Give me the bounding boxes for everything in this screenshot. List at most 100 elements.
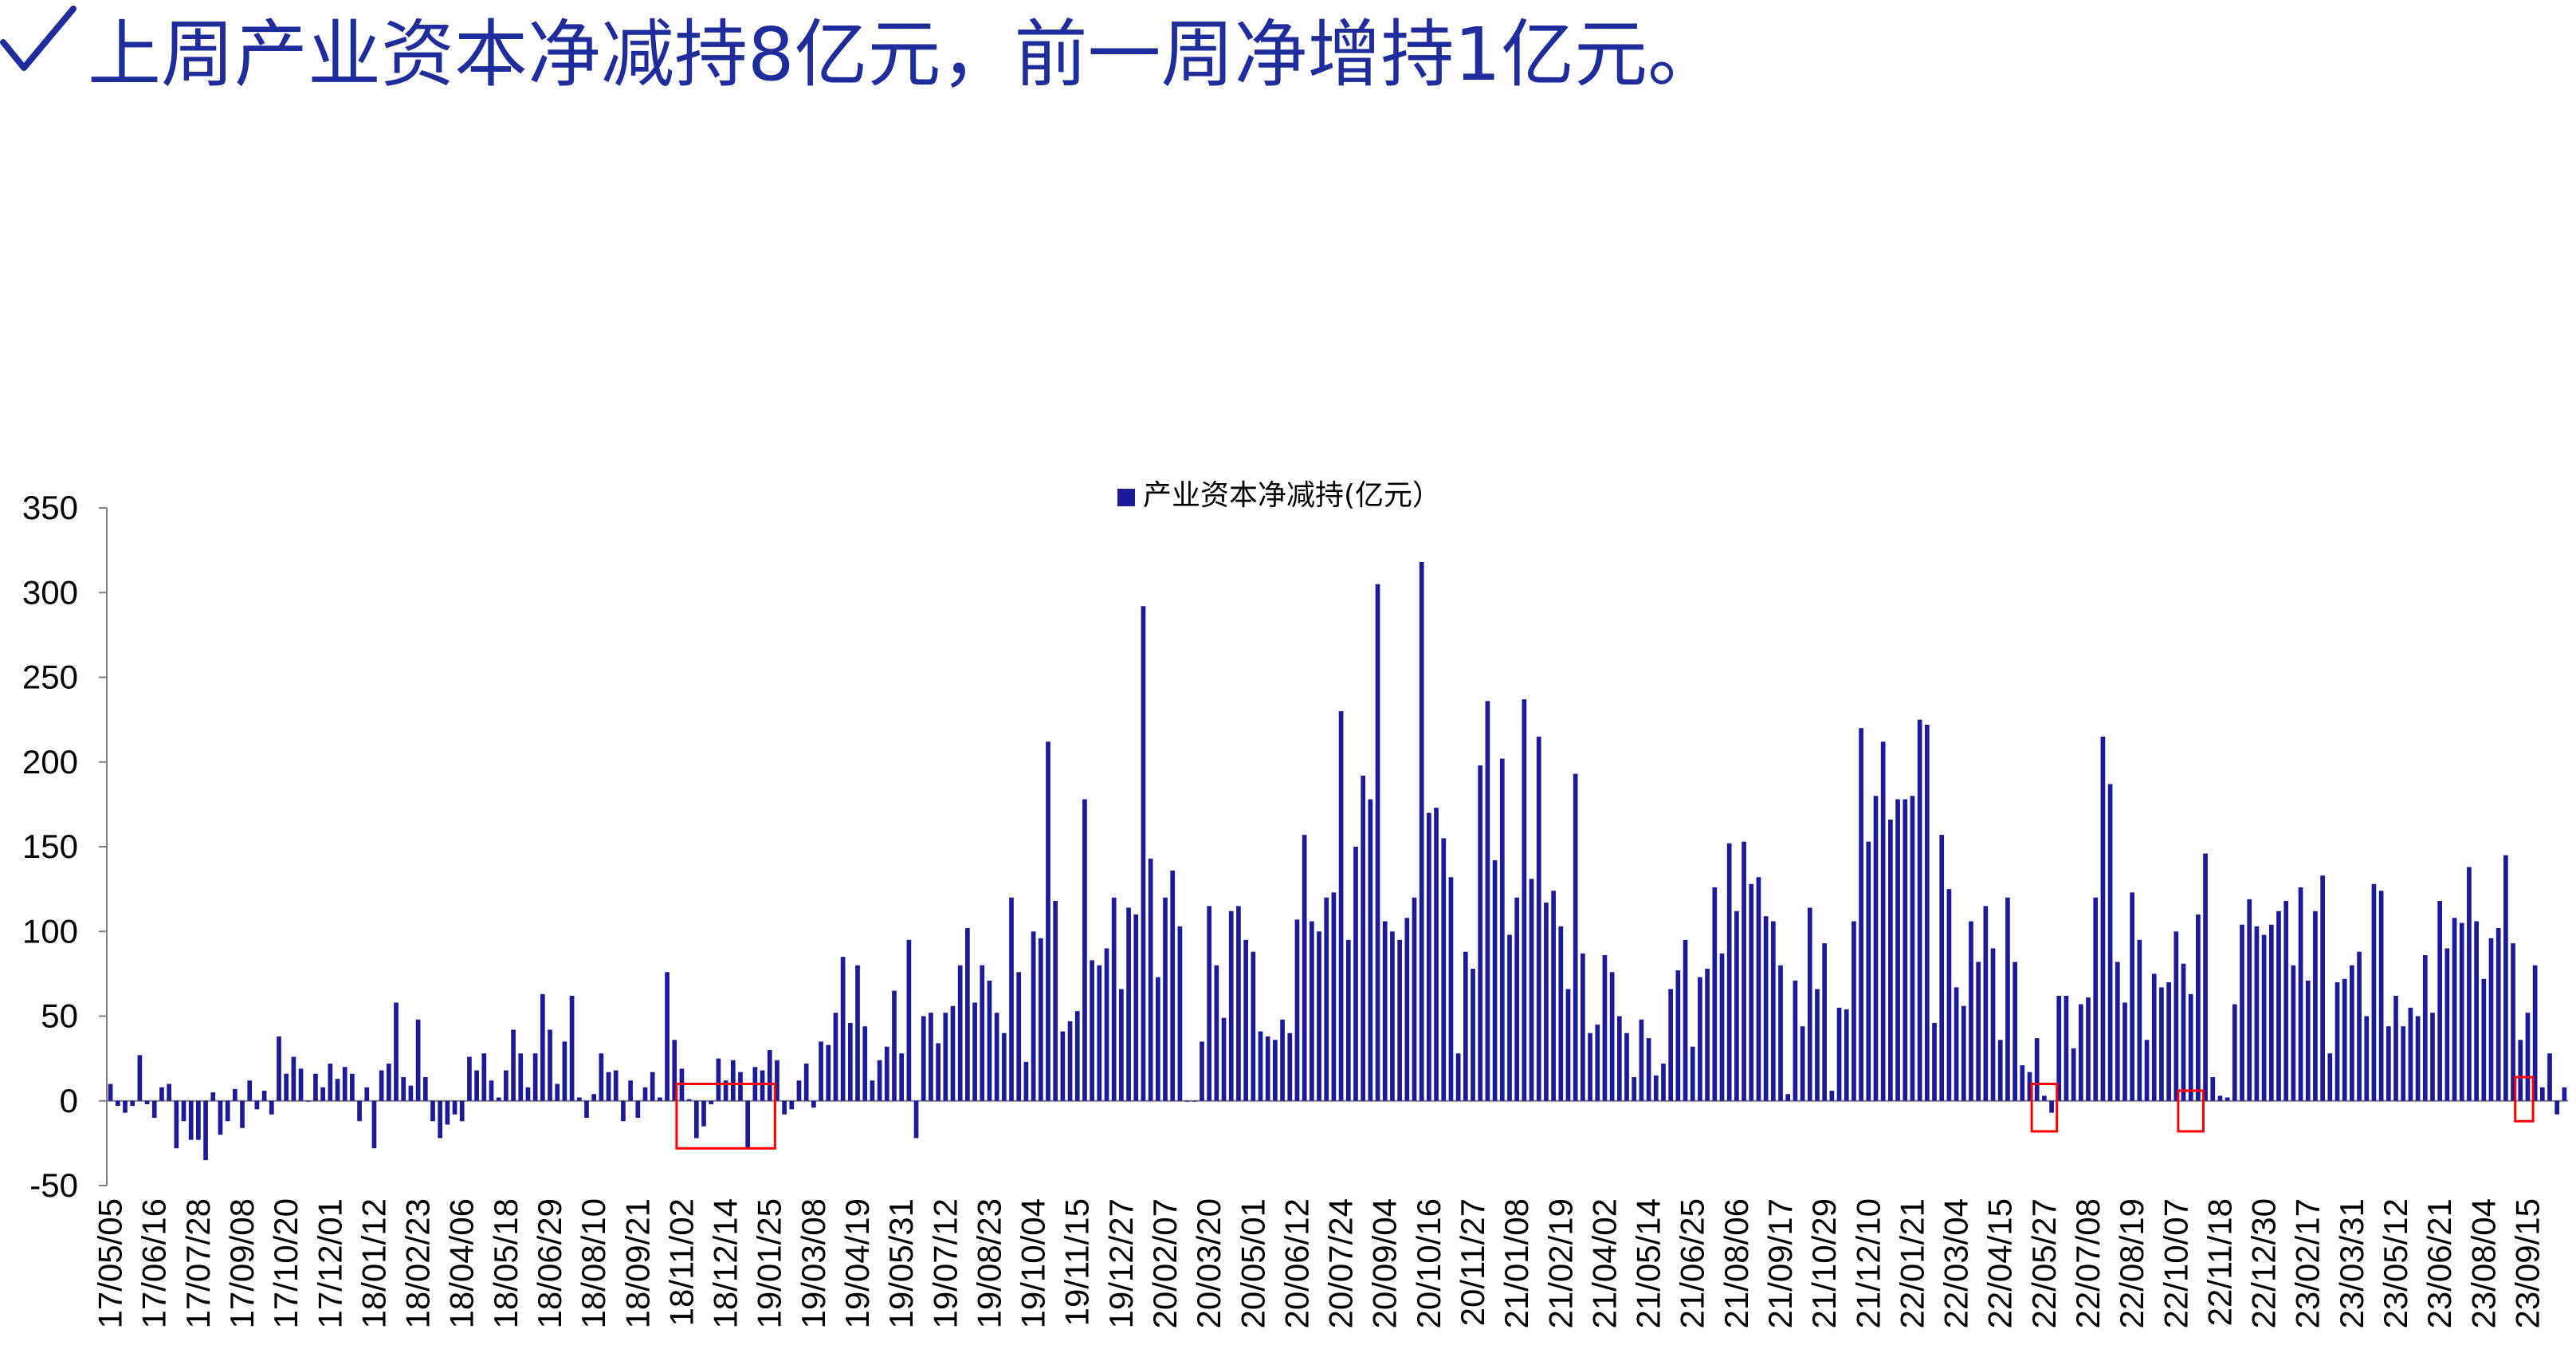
- highlight-box: [675, 1083, 776, 1150]
- bar: [525, 1087, 531, 1101]
- x-tick-label: 23/08/04: [2464, 1198, 2502, 1329]
- highlight-box: [2177, 1089, 2205, 1133]
- bar: [730, 1060, 736, 1101]
- x-tick-label: 20/09/04: [1366, 1198, 1404, 1329]
- bar: [1675, 970, 1681, 1101]
- bar: [1866, 841, 1871, 1101]
- bar: [2049, 1100, 2054, 1113]
- bar: [2378, 891, 2384, 1101]
- bar: [2444, 948, 2450, 1101]
- x-tick-label: 22/12/30: [2245, 1198, 2283, 1329]
- bar: [591, 1094, 597, 1101]
- bar: [1001, 1032, 1007, 1101]
- bar: [2174, 931, 2179, 1101]
- bar: [496, 1097, 501, 1101]
- bar: [254, 1100, 260, 1110]
- bar: [1141, 606, 1146, 1101]
- bar: [2357, 951, 2362, 1101]
- bar: [1492, 860, 1498, 1101]
- x-tick-label: 18/12/14: [707, 1198, 744, 1329]
- x-tick-label: 23/06/21: [2421, 1198, 2458, 1329]
- bar: [2298, 887, 2303, 1101]
- bar: [422, 1077, 428, 1101]
- bar: [394, 1002, 399, 1101]
- bar: [452, 1100, 457, 1115]
- bar: [1565, 989, 1571, 1101]
- bar: [1888, 820, 1893, 1101]
- bar: [320, 1087, 325, 1101]
- bar: [438, 1100, 443, 1139]
- bar: [957, 965, 963, 1101]
- bar: [1932, 1023, 1937, 1101]
- bar: [2203, 853, 2208, 1101]
- x-tick-label: 23/05/12: [2377, 1198, 2414, 1329]
- x-tick-label: 19/10/04: [1015, 1198, 1052, 1329]
- bar: [1976, 962, 1981, 1101]
- bar: [2503, 855, 2508, 1101]
- bar: [1668, 989, 1674, 1101]
- x-tick-label: 21/05/14: [1630, 1198, 1667, 1329]
- bar: [445, 1100, 450, 1125]
- bar: [1404, 918, 1410, 1101]
- bar: [1859, 728, 1863, 1101]
- checkmark-icon: [0, 1, 77, 95]
- y-tick-label: 50: [41, 997, 78, 1035]
- bar: [1207, 906, 1212, 1101]
- bar: [1770, 921, 1776, 1101]
- bar: [2327, 1053, 2333, 1101]
- x-tick-label: 23/03/31: [2333, 1198, 2370, 1329]
- bar: [650, 1072, 655, 1101]
- bar: [159, 1087, 164, 1101]
- bar: [2276, 911, 2281, 1101]
- bar: [1800, 1026, 1805, 1101]
- bar: [1712, 887, 1718, 1101]
- bar: [2100, 736, 2106, 1101]
- bar: [225, 1100, 230, 1122]
- bar: [1023, 1061, 1029, 1101]
- bar: [1910, 796, 1915, 1101]
- bar: [994, 1013, 999, 1101]
- bar: [613, 1070, 618, 1101]
- bar: [855, 965, 860, 1101]
- bar: [2217, 1095, 2223, 1101]
- bar: [2181, 963, 2186, 1101]
- bar: [929, 1013, 933, 1101]
- bar: [1390, 931, 1395, 1101]
- bar: [2268, 924, 2274, 1101]
- bar: [2130, 892, 2135, 1101]
- bar: [532, 1053, 538, 1101]
- bar: [723, 1080, 728, 1101]
- bar: [350, 1073, 355, 1101]
- bar: [1873, 796, 1879, 1101]
- bar: [277, 1036, 281, 1101]
- bar: [1836, 1007, 1842, 1101]
- bar: [2225, 1097, 2230, 1101]
- bar: [972, 1002, 977, 1101]
- bar: [2122, 1002, 2127, 1101]
- bar: [1273, 1040, 1278, 1101]
- bar: [1258, 1031, 1263, 1101]
- bar: [1448, 877, 1454, 1101]
- x-tick-label: 17/06/16: [135, 1198, 173, 1329]
- bar: [1880, 741, 1886, 1101]
- bar: [2474, 921, 2479, 1101]
- bar: [584, 1100, 589, 1118]
- bar: [760, 1070, 765, 1101]
- bar: [913, 1100, 919, 1139]
- x-tick-label: 19/01/25: [751, 1198, 788, 1329]
- bar: [555, 1084, 560, 1101]
- x-tick-label: 23/02/17: [2289, 1198, 2327, 1329]
- bar: [1939, 835, 1945, 1101]
- bar: [1236, 906, 1241, 1101]
- bar: [430, 1100, 435, 1122]
- x-tick-label: 22/05/27: [2025, 1198, 2063, 1329]
- bar: [2313, 911, 2318, 1101]
- bar: [2430, 1013, 2435, 1101]
- x-tick-label: 19/04/19: [838, 1198, 876, 1329]
- bar: [1778, 965, 1783, 1101]
- bar: [1148, 858, 1153, 1101]
- bar: [2386, 1026, 2391, 1101]
- bar: [576, 1097, 582, 1101]
- bar: [1661, 1064, 1666, 1101]
- bar: [811, 1100, 816, 1108]
